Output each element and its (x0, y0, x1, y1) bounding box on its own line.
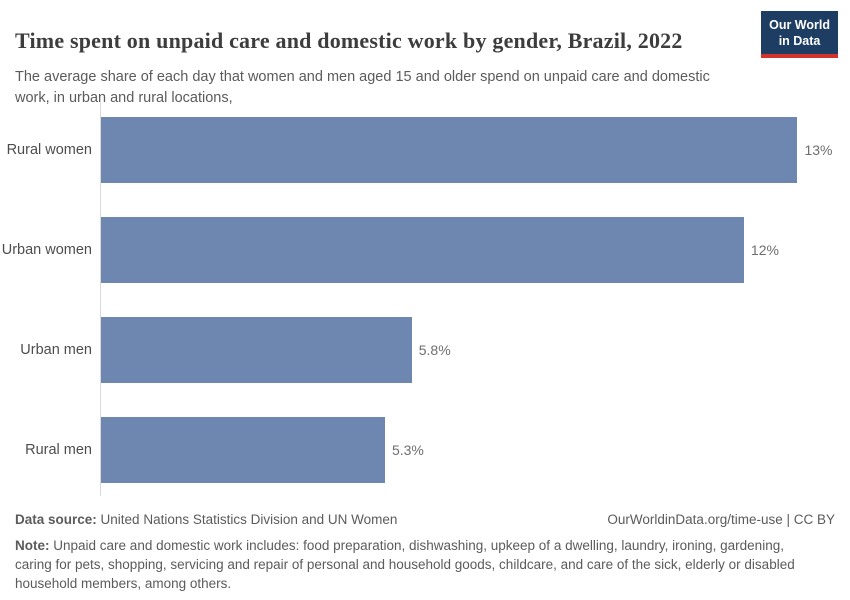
bar-track: 5.3% (101, 400, 835, 500)
bar-urban-men[interactable] (101, 317, 412, 383)
y-axis-line (100, 103, 101, 496)
category-label: Urban men (20, 342, 92, 358)
bar-track: 13% (101, 100, 835, 200)
value-label: 5.3% (391, 442, 424, 458)
note-label: Note: (15, 538, 50, 554)
bar-row-urban-men: Urban men 5.8% (0, 300, 850, 400)
attribution-link[interactable]: OurWorldinData.org/time-use | CC BY (607, 512, 835, 527)
owid-logo[interactable]: Our World in Data (761, 11, 838, 58)
chart-subtitle: The average share of each day that women… (15, 68, 710, 107)
bar-rural-women[interactable] (101, 117, 798, 183)
bar-chart: Rural women 13% Urban women 12% Urban me… (0, 100, 850, 500)
bar-track: 5.8% (101, 300, 835, 400)
value-label: 13% (804, 142, 833, 158)
data-source: Data source: United Nations Statistics D… (15, 510, 397, 529)
data-source-label: Data source: (15, 512, 97, 527)
owid-logo-line1: Our World (769, 18, 830, 32)
category-label: Rural women (6, 142, 92, 158)
category-label: Rural men (25, 442, 92, 458)
note-text: Unpaid care and domestic work includes: … (15, 538, 795, 592)
page-title: Time spent on unpaid care and domestic w… (15, 27, 683, 53)
category-label: Urban women (1, 242, 92, 258)
chart-note: Note: Unpaid care and domestic work incl… (15, 536, 823, 593)
source-row: Data source: United Nations Statistics D… (15, 510, 835, 529)
bar-track: 12% (101, 200, 835, 300)
bar-rural-men[interactable] (101, 417, 385, 483)
chart-footer: Data source: United Nations Statistics D… (15, 510, 835, 594)
bar-row-rural-women: Rural women 13% (0, 100, 850, 200)
value-label: 5.8% (418, 342, 451, 358)
data-source-text: United Nations Statistics Division and U… (100, 512, 398, 527)
bar-row-rural-men: Rural men 5.3% (0, 400, 850, 500)
owid-logo-line2: in Data (778, 34, 821, 49)
bar-urban-women[interactable] (101, 217, 744, 283)
bar-row-urban-women: Urban women 12% (0, 200, 850, 300)
value-label: 12% (750, 242, 779, 258)
